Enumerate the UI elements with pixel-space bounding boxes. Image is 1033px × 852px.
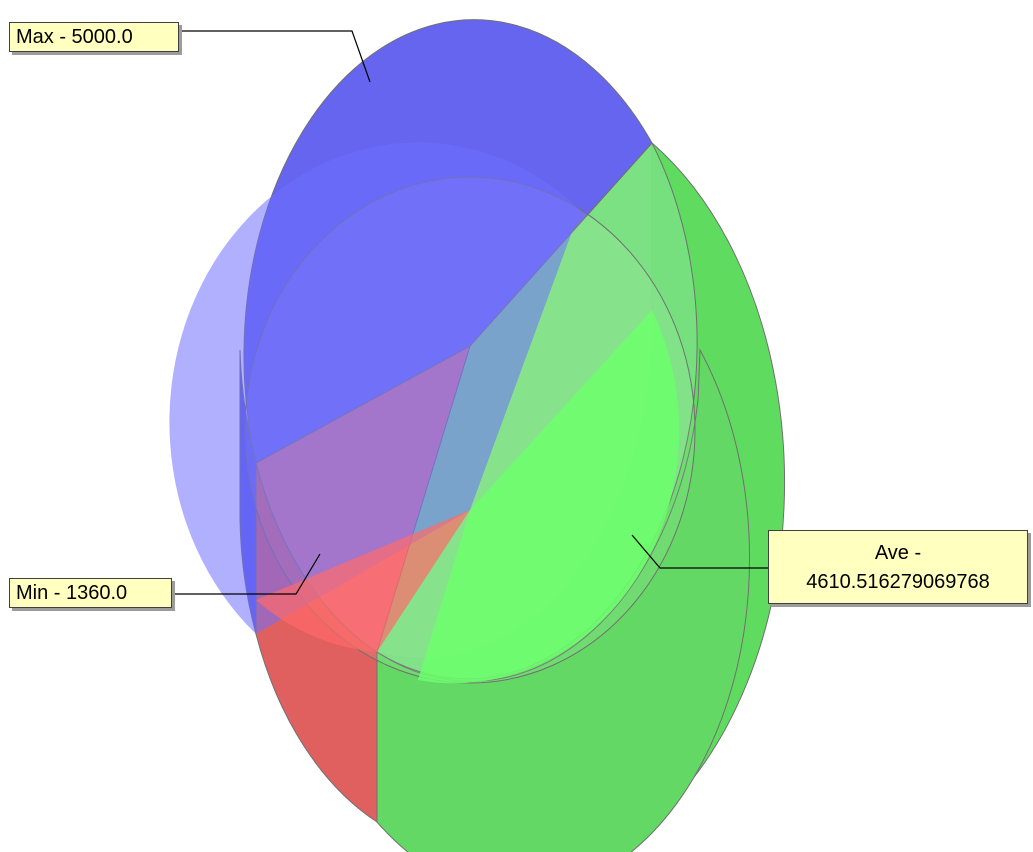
pie-inner-red [256,510,470,652]
slice-label-ave-line1: Ave - [874,542,922,564]
slice-label-ave-line2: 4610.516279069768 [806,571,990,593]
leader-line-min [173,553,321,595]
pie-wall-green-front [376,348,751,852]
slice-label-ave: Ave - 4610.516279069768 [768,530,1028,604]
slice-label-max: Max - 5000.0 [9,22,179,52]
pie-inner-green [418,310,680,684]
slice-label-min: Min - 1360.0 [9,578,172,608]
pie-inner-blue [169,142,580,634]
leader-line-ave [631,534,768,569]
leader-line-max [180,30,371,83]
